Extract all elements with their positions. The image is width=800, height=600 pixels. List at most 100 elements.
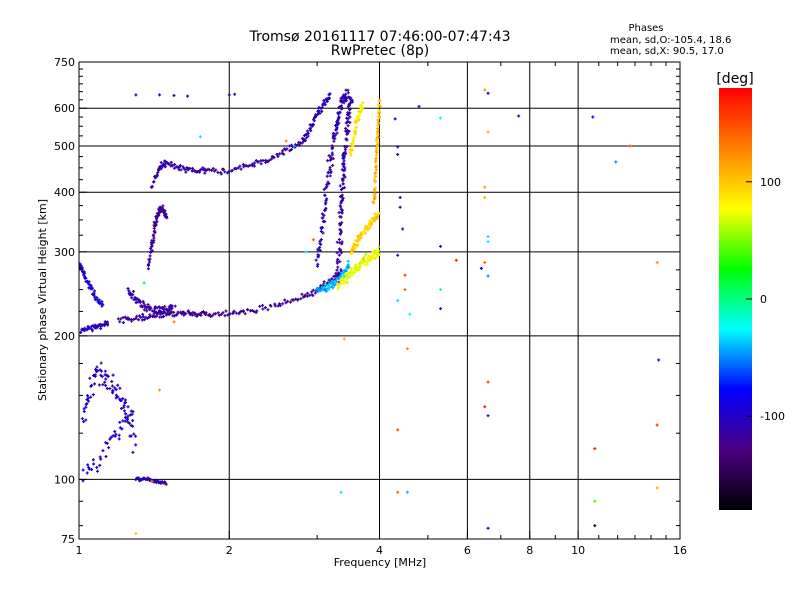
data-point xyxy=(355,243,359,247)
data-point xyxy=(322,213,326,217)
data-point xyxy=(393,117,397,121)
data-point xyxy=(217,313,221,317)
data-point xyxy=(327,154,331,158)
data-point xyxy=(182,310,186,314)
data-point xyxy=(95,365,99,369)
data-point xyxy=(135,314,139,318)
data-point xyxy=(184,170,188,174)
data-point xyxy=(146,264,150,268)
data-point xyxy=(376,127,380,131)
data-point xyxy=(302,134,306,138)
data-point xyxy=(122,404,126,408)
data-point xyxy=(333,279,337,283)
data-point xyxy=(95,296,99,300)
data-point xyxy=(137,476,141,480)
data-point xyxy=(373,179,377,183)
data-point xyxy=(338,222,342,226)
data-point xyxy=(331,163,335,167)
data-point xyxy=(335,131,339,135)
data-point xyxy=(340,242,344,246)
data-point xyxy=(104,441,108,445)
data-point xyxy=(355,117,359,121)
data-point xyxy=(593,447,597,451)
data-point xyxy=(376,141,380,145)
data-point xyxy=(319,229,323,233)
data-point xyxy=(161,204,165,208)
x-axis-label: Frequency [MHz] xyxy=(334,556,426,569)
data-point xyxy=(88,326,92,330)
data-point xyxy=(164,215,168,219)
data-point xyxy=(350,98,354,102)
data-point xyxy=(173,304,177,308)
data-point xyxy=(228,312,232,316)
data-point xyxy=(408,312,412,316)
data-point xyxy=(614,160,618,164)
data-point xyxy=(95,466,99,470)
data-point xyxy=(339,188,343,192)
data-point xyxy=(167,162,171,166)
data-point xyxy=(169,160,173,164)
data-point xyxy=(377,245,381,249)
data-point xyxy=(347,265,351,269)
data-point xyxy=(343,276,347,280)
data-point xyxy=(338,228,342,232)
data-point xyxy=(345,281,349,285)
data-point xyxy=(258,304,262,308)
data-point xyxy=(86,324,90,328)
data-point xyxy=(326,288,330,292)
legend-title: Phases xyxy=(628,23,663,34)
data-point xyxy=(128,413,132,417)
data-point xyxy=(101,383,105,387)
x-tick-label: 10 xyxy=(571,544,585,557)
data-point xyxy=(337,272,341,276)
y-tick-label: 200 xyxy=(54,330,75,343)
data-point xyxy=(207,168,211,172)
data-point xyxy=(172,320,176,324)
data-point xyxy=(92,374,96,378)
data-point xyxy=(348,115,352,119)
data-point xyxy=(100,323,104,327)
data-point xyxy=(104,383,108,387)
data-point xyxy=(164,307,168,311)
data-point xyxy=(285,147,289,151)
colorbar-label: [deg] xyxy=(716,71,753,87)
data-point xyxy=(158,388,162,392)
data-point xyxy=(351,249,355,253)
data-point xyxy=(233,92,237,96)
data-point xyxy=(340,106,344,110)
data-point xyxy=(104,377,108,381)
data-point xyxy=(131,410,135,414)
data-point xyxy=(154,217,158,221)
data-point xyxy=(150,184,154,188)
data-point xyxy=(359,105,363,109)
data-point xyxy=(396,145,400,149)
data-point xyxy=(141,315,145,319)
data-point xyxy=(346,119,350,123)
data-point xyxy=(339,273,343,277)
data-point xyxy=(123,401,127,405)
data-point xyxy=(97,298,101,302)
data-point xyxy=(342,173,346,177)
data-point xyxy=(84,418,88,422)
data-point xyxy=(336,287,340,291)
data-point xyxy=(318,111,322,115)
data-point xyxy=(303,138,307,142)
data-point xyxy=(336,112,340,116)
data-point xyxy=(486,380,490,384)
data-point xyxy=(272,156,276,160)
data-point xyxy=(150,249,154,253)
data-point xyxy=(119,399,123,403)
data-point xyxy=(130,319,134,323)
data-point xyxy=(114,396,118,400)
data-point xyxy=(288,300,292,304)
data-point xyxy=(318,239,322,243)
data-point xyxy=(103,380,107,384)
data-point xyxy=(286,299,290,303)
data-point xyxy=(163,480,167,484)
data-point xyxy=(154,314,158,318)
data-point xyxy=(322,99,326,103)
data-point xyxy=(232,309,236,313)
data-point xyxy=(331,286,335,290)
data-point xyxy=(277,302,281,306)
data-point xyxy=(281,302,285,306)
